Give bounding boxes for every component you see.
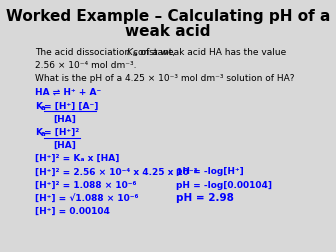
Text: pH = -log[0.00104]: pH = -log[0.00104]: [176, 181, 272, 190]
Text: , of a weak acid HA has the value: , of a weak acid HA has the value: [135, 48, 286, 57]
Text: Worked Example – Calculating pH of a: Worked Example – Calculating pH of a: [6, 9, 330, 24]
Text: [H⁺] = 0.00104: [H⁺] = 0.00104: [35, 207, 110, 216]
Text: = [H⁺]²: = [H⁺]²: [44, 128, 79, 137]
Text: K: K: [35, 102, 42, 111]
Text: [H⁺] = √1.088 × 10⁻⁶: [H⁺] = √1.088 × 10⁻⁶: [35, 194, 139, 203]
Text: = [H⁺] [A⁻]: = [H⁺] [A⁻]: [44, 102, 98, 111]
Text: a: a: [132, 51, 136, 57]
Text: pH = 2.98: pH = 2.98: [176, 194, 234, 203]
Text: 2.56 × 10⁻⁴ mol dm⁻³.: 2.56 × 10⁻⁴ mol dm⁻³.: [35, 61, 137, 70]
Text: [H⁺]² = Kₐ x [HA]: [H⁺]² = Kₐ x [HA]: [35, 154, 120, 163]
Text: K: K: [126, 48, 132, 57]
Text: weak acid: weak acid: [125, 24, 211, 39]
Text: The acid dissociation constant,: The acid dissociation constant,: [35, 48, 178, 57]
Text: [H⁺]² = 2.56 × 10⁻⁴ x 4.25 x 10⁻³: [H⁺]² = 2.56 × 10⁻⁴ x 4.25 x 10⁻³: [35, 167, 198, 176]
Text: a: a: [41, 105, 45, 111]
Text: [HA]: [HA]: [53, 114, 76, 123]
Text: a: a: [41, 131, 45, 137]
Text: pH = -log[H⁺]: pH = -log[H⁺]: [176, 167, 244, 176]
Text: K: K: [35, 128, 42, 137]
Text: [HA]: [HA]: [53, 141, 76, 150]
Text: What is the pH of a 4.25 × 10⁻³ mol dm⁻³ solution of HA?: What is the pH of a 4.25 × 10⁻³ mol dm⁻³…: [35, 74, 295, 83]
Text: HA ⇌ H⁺ + A⁻: HA ⇌ H⁺ + A⁻: [35, 88, 101, 97]
Text: [H⁺]² = 1.088 × 10⁻⁶: [H⁺]² = 1.088 × 10⁻⁶: [35, 181, 137, 190]
